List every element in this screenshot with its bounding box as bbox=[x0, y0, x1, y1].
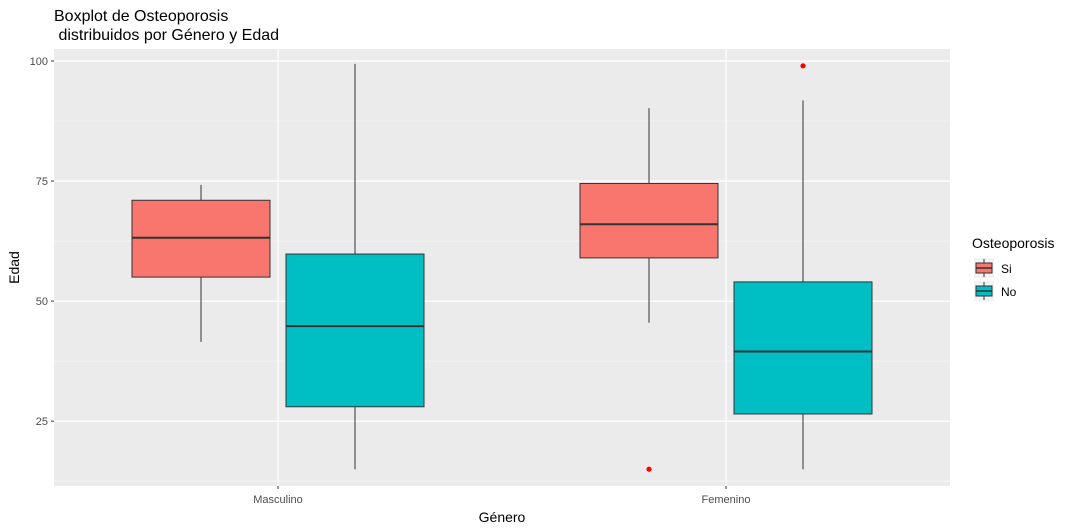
legend-label-no: No bbox=[1001, 285, 1017, 299]
y-tick-label: 25 bbox=[36, 416, 48, 428]
x-axis-title: Género bbox=[479, 509, 526, 525]
outlier-point bbox=[646, 466, 652, 472]
chart-title-line-1: Boxplot de Osteoporosis bbox=[54, 8, 229, 25]
x-tick-label: Femenino bbox=[702, 494, 751, 506]
y-tick-label: 50 bbox=[36, 296, 48, 308]
y-tick-label: 100 bbox=[30, 56, 48, 68]
chart-title-line-2: distribuidos por Género y Edad bbox=[54, 27, 280, 44]
outlier-point bbox=[800, 63, 806, 69]
y-axis-title: Edad bbox=[6, 251, 22, 284]
legend-label-si: Si bbox=[1001, 262, 1012, 276]
chart-title: Boxplot de Osteoporosis distribuidos por… bbox=[54, 7, 279, 45]
x-tick-label: Masculino bbox=[253, 494, 303, 506]
y-tick-label: 75 bbox=[36, 176, 48, 188]
legend-title: Osteoporosis bbox=[972, 235, 1054, 251]
box-no-femenino bbox=[733, 281, 873, 415]
box-si-femenino bbox=[579, 182, 719, 259]
box-no-masculino bbox=[285, 253, 425, 408]
